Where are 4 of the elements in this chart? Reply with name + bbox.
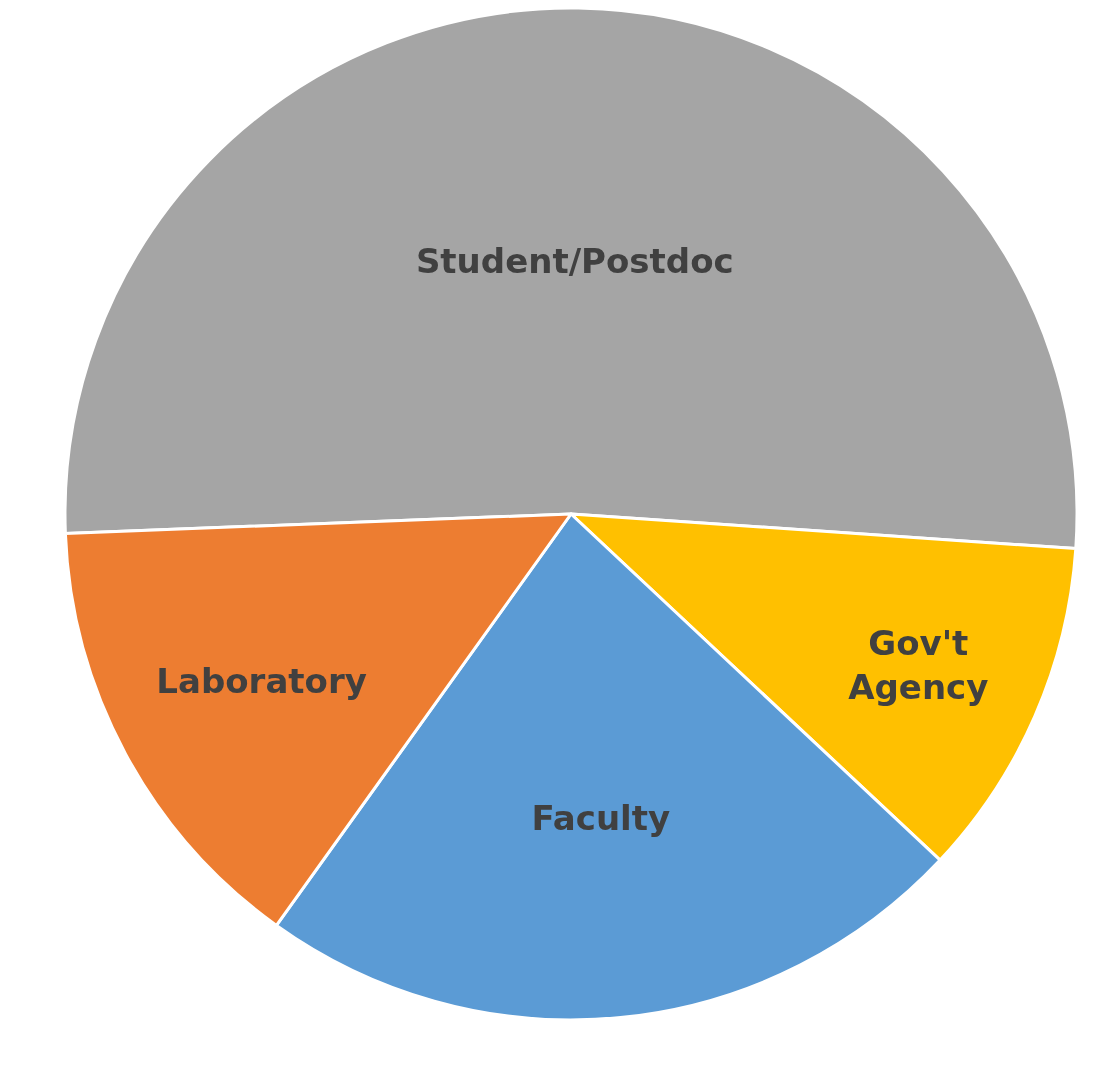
slice-label: Faculty xyxy=(531,797,671,838)
slice-label: Student/Postdoc xyxy=(415,241,734,282)
slice-label: Laboratory xyxy=(156,660,367,701)
slice-label: Gov't Agency xyxy=(848,623,989,708)
